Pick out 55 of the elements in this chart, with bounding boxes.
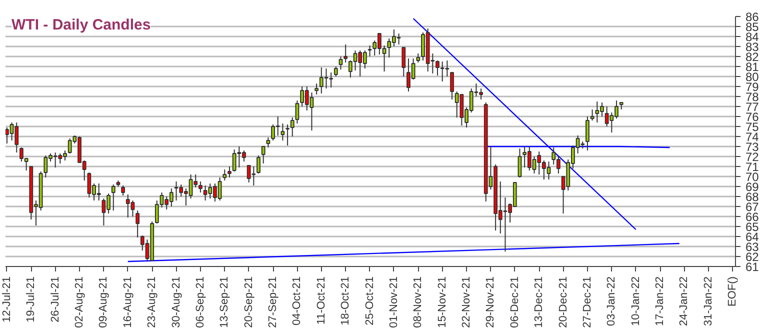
candlestick — [111, 184, 116, 211]
candlestick — [228, 166, 232, 178]
candlestick — [334, 66, 338, 77]
candlestick — [518, 148, 522, 178]
x-tick-label: 12-Jul-21 — [0, 276, 13, 322]
candlestick — [314, 83, 319, 95]
x-tick-label: 01-Nov-21 — [388, 276, 400, 328]
x-tick-label: 18-Oct-21 — [340, 276, 352, 326]
x-tick-label: 10-Jan-22 — [630, 276, 642, 326]
candlestick — [338, 56, 343, 70]
candlestick — [121, 185, 126, 196]
x-tick-label: 27-Sep-21 — [267, 276, 280, 328]
candlestick — [136, 210, 140, 238]
x-tick-label: 30-Aug-21 — [170, 276, 182, 328]
x-tick-label: 24-Jan-22 — [678, 276, 690, 326]
candlestick — [256, 155, 260, 174]
x-tick-label: 13-Dec-21 — [533, 276, 546, 328]
x-tick-label: 19-Jul-21 — [25, 276, 38, 322]
x-tick-label: 03-Jan-22 — [606, 276, 618, 326]
candlestick — [586, 116, 590, 151]
candlestick — [295, 100, 300, 124]
x-tick-label: 02-Aug-21 — [74, 276, 86, 328]
x-tick-label: 29-Nov-21 — [484, 276, 497, 328]
x-tick-label: 06-Sep-21 — [194, 276, 206, 328]
x-tick-label: 16-Aug-21 — [122, 276, 134, 328]
candlestick — [344, 44, 348, 63]
candlestick — [290, 117, 294, 137]
candlestick — [590, 109, 594, 121]
x-tick-label: 20-Dec-21 — [557, 276, 570, 328]
candlestick — [261, 146, 266, 164]
chart-title: WTI - Daily Candles — [12, 16, 151, 34]
x-tick-label: 04-Oct-21 — [291, 276, 304, 326]
x-tick-label: 31-Jan-22 — [702, 276, 714, 326]
x-tick-label: 06-Dec-21 — [508, 276, 521, 328]
x-tick-label: 08-Nov-21 — [412, 276, 424, 328]
x-tick-label: 22-Nov-21 — [460, 276, 473, 328]
x-tick-label: 15-Nov-21 — [436, 276, 448, 328]
candlestick — [280, 123, 285, 141]
x-tick-label: 17-Jan-22 — [654, 276, 666, 326]
candlestick — [402, 47, 406, 77]
x-tick-label: 26-Jul-21 — [49, 276, 62, 322]
candlestick — [450, 72, 454, 100]
x-tick-label: 09-Aug-21 — [98, 276, 110, 328]
x-tick-label: 23-Aug-21 — [146, 276, 158, 328]
candlestick — [368, 45, 372, 57]
candlestick — [198, 181, 202, 193]
x-tick-label: 25-Oct-21 — [364, 276, 376, 326]
x-tick-label: 11-Oct-21 — [315, 276, 328, 325]
x-tick-label: EOF() — [726, 276, 739, 306]
candlestick — [222, 169, 227, 181]
x-tick-label: 27-Dec-21 — [581, 276, 594, 328]
candlestick — [266, 137, 270, 148]
x-tick-label: 13-Sep-21 — [218, 276, 231, 328]
x-tick-label: 20-Sep-21 — [242, 276, 255, 328]
candlestick — [286, 124, 290, 146]
